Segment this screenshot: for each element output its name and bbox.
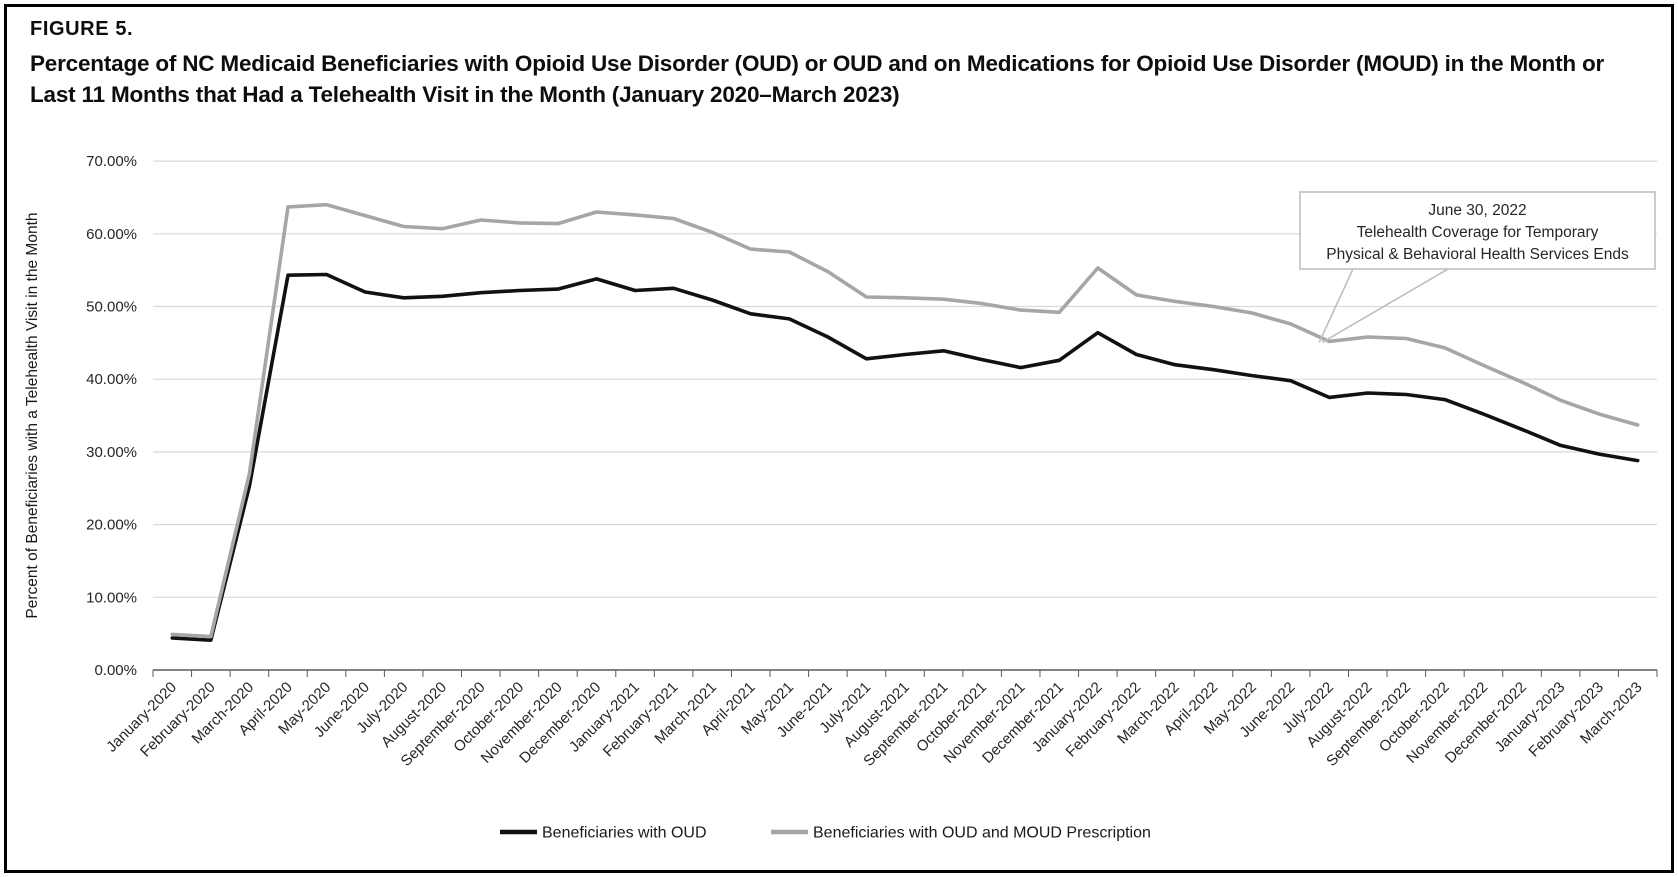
legend: Beneficiaries with OUD Beneficiaries with… [500,825,1151,842]
telehealth-line-chart: 0.00% 10.00% 20.00% 30.00% 40.00% 50.00% 60.00… [24,153,1658,842]
figure-title-block: FIGURE 5. Percentage of NC Medicaid Bene… [30,18,1630,110]
figure-label: FIGURE 5. [30,18,134,40]
y-tick-label: 70.00% [86,153,137,170]
annotation-text-line: Telehealth Coverage for Temporary [1357,224,1599,241]
x-axis [152,669,1658,677]
series-line [170,202,1640,639]
annotation-box [1299,191,1656,270]
y-tick-label: 50.00% [86,299,137,316]
y-tick-label: 30.00% [86,444,137,461]
y-tick-label: 10.00% [86,589,137,606]
y-tick-labels: 0.00% 10.00% 20.00% 30.00% 40.00% 50.00% 60.00… [86,153,137,679]
annotation-callout: June 30, 2022 Telehealth Coverage for Tem… [1299,191,1656,344]
series-lines [170,202,1640,643]
annotation-leader-line [1318,268,1354,343]
x-tick-labels: January-2020February-2020March-2020April… [103,679,1645,770]
y-tick-label: 0.00% [94,662,137,679]
gridlines [153,160,1657,598]
y-axis-title: Percent of Beneficiaries with a Teleheal… [24,212,41,618]
y-tick-label: 20.00% [86,517,137,534]
legend-label: Beneficiaries with OUD [542,825,707,842]
annotation-leader-line [1321,268,1449,344]
series-line [170,272,1640,643]
legend-label: Beneficiaries with OUD and MOUD Prescrip… [813,825,1151,842]
y-tick-label: 40.00% [86,371,137,388]
figure-title: Percentage of NC Medicaid Beneficiaries … [30,51,1605,107]
annotation-text-line: Physical & Behavioral Health Services En… [1326,246,1629,263]
y-tick-label: 60.00% [86,226,137,243]
annotation-text-line: June 30, 2022 [1428,202,1526,219]
